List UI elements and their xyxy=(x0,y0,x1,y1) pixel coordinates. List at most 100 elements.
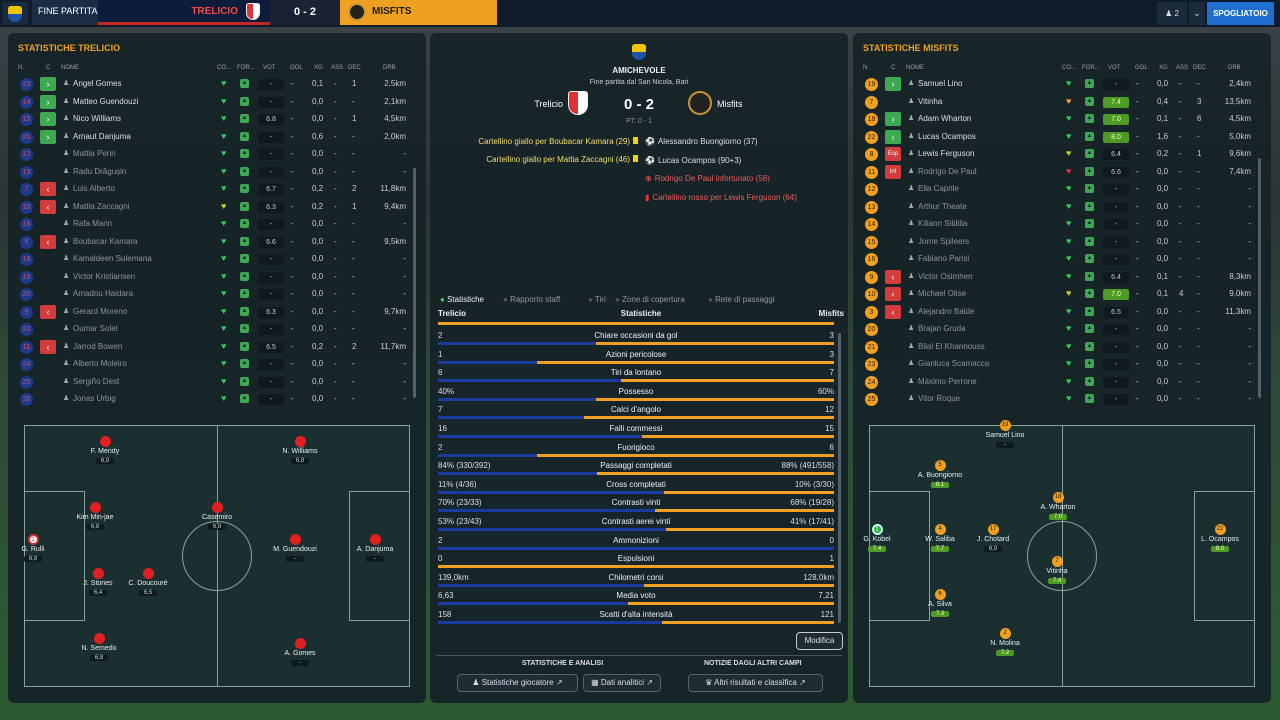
scrollbar[interactable] xyxy=(1258,158,1261,398)
formation-player[interactable]: C. Doucouré 6,5 xyxy=(118,568,178,596)
formation-player[interactable]: N. Semedo 6,8 xyxy=(69,633,129,661)
formation-player[interactable]: F. Mendy 6,9 xyxy=(75,436,135,464)
player-name[interactable]: Alberto Moleiro xyxy=(73,359,127,368)
formation-player[interactable]: N. Williams 6,8 xyxy=(270,436,330,464)
player-name[interactable]: Kamaldeen Sulemana xyxy=(73,254,152,263)
match-event[interactable]: ⚽ Lucas Ocampos (90+3) xyxy=(645,156,741,165)
formation-player[interactable]: 7 Vitinha 7.4 xyxy=(1027,556,1087,584)
player-name[interactable]: Michael Olise xyxy=(918,289,967,298)
player-name[interactable]: Mattia Zaccagni xyxy=(73,201,130,211)
player-row[interactable]: 22 ♟ Oumar Solet ♥ ▲ - -0,0- - - xyxy=(8,321,426,338)
player-row[interactable]: 16 ♟ Rafa Marin ♥ ▲ - -0,0- - - xyxy=(8,216,426,233)
formation-player[interactable]: 18 A. Wharton 7.0 xyxy=(1028,492,1088,520)
player-name[interactable]: Samuel Lino xyxy=(918,79,963,88)
player-name[interactable]: Rafa Marin xyxy=(73,219,113,228)
formation-player[interactable]: Casemiro 6,8 xyxy=(187,502,247,530)
sub-in-icon[interactable]: › xyxy=(40,77,56,91)
sub-in-icon[interactable]: › xyxy=(885,77,901,91)
player-row[interactable]: 15 ♟ Jorne Spileers ♥ ▲ - -0,0- - - xyxy=(853,234,1271,251)
player-name[interactable]: Nico Williams xyxy=(73,114,121,123)
player-row[interactable]: 21 ♟ Bilal El Khannouss ♥ ▲ - -0,0- - - xyxy=(853,339,1271,356)
player-row[interactable]: 11 Inf ♟ Rodrigo De Paul ♥ ▲ 6.6-0,0- -7,4km xyxy=(853,164,1271,181)
player-name[interactable]: Mattia Perin xyxy=(73,149,116,158)
formation-player[interactable]: 2 N. Molina 7.2 xyxy=(975,628,1035,656)
match-event[interactable]: ⚽ Alessandro Buongiorno (37) xyxy=(645,137,758,146)
player-row[interactable]: 22 › ♟ Lucas Ocampos ♥ ▲ 8.0-1,6- -5,0km xyxy=(853,129,1271,146)
match-event[interactable]: ⊕ Rodrigo De Paul infortunato (58) xyxy=(645,174,770,183)
player-row[interactable]: 11 ‹ ♟ Jarrod Bowen ♥ ▲ 6.5-0,2-2 11,7km xyxy=(8,339,426,356)
player-name[interactable]: Lewis Ferguson xyxy=(918,149,975,158)
player-row[interactable]: 13 ♟ Arthur Theate ♥ ▲ - -0,0- - - xyxy=(853,199,1271,216)
player-row[interactable]: 24 ♟ Alberto Moleiro ♥ ▲ - -0,0- - - xyxy=(8,356,426,373)
player-name[interactable]: Arthur Theate xyxy=(918,201,967,211)
player-name[interactable]: Victor Kristiansen xyxy=(73,271,136,281)
player-row[interactable]: 25 ♟ Sergiño Dest ♥ ▲ - -0,0- - - xyxy=(8,374,426,391)
sub-out-icon[interactable]: ‹ xyxy=(885,287,901,301)
player-name[interactable]: Boubacar Kamara xyxy=(73,236,138,246)
player-row[interactable]: 10 ‹ ♟ Michael Olise ♥ ▲ 7.0-0,1 4-9,0km xyxy=(853,286,1271,303)
player-row[interactable]: 20 ♟ Brajan Gruda ♥ ▲ - -0,0- - - xyxy=(853,321,1271,338)
sub-out-icon[interactable]: ‹ xyxy=(40,304,56,319)
player-row[interactable]: 21 › ♟ Arnaut Danjuma ♥ ▲ - -0,6- -2,0km xyxy=(8,129,426,146)
formation-player[interactable]: Kim Min-jae 6,8 xyxy=(65,502,125,530)
users-count[interactable]: ♟ 2 xyxy=(1157,2,1187,25)
player-row[interactable]: 6 ‹ ♟ Boubacar Kamara ♥ ▲ 6.6-0,0- -9,5km xyxy=(8,234,426,251)
player-row[interactable]: 23 ♟ Gianluca Scamacca ♥ ▲ - -0,0- - - xyxy=(853,356,1271,373)
formation-player[interactable]: 17 J. Chotard 6,9 xyxy=(963,524,1023,552)
scrollbar[interactable] xyxy=(838,333,841,623)
match-event[interactable]: ▮ Cartellino rosso per Lewis Ferguson (64… xyxy=(645,193,797,202)
player-stats-button[interactable]: ♟ Statistiche giocatore ↗ xyxy=(457,674,578,692)
tab[interactable]: ● Rete di passaggi xyxy=(708,295,775,304)
formation-player[interactable]: 6 A. Silva 7.3 xyxy=(910,589,970,617)
sub-out-icon[interactable]: ‹ xyxy=(40,199,56,214)
sub-out-icon[interactable]: ‹ xyxy=(40,234,56,249)
sub-in-icon[interactable]: › xyxy=(40,129,56,144)
formation-player[interactable]: 19 Samuel Lino - xyxy=(975,420,1035,448)
home-button[interactable] xyxy=(2,2,28,25)
player-name[interactable]: Kiliann Sildilia xyxy=(918,219,968,228)
player-row[interactable]: 19 › ♟ Samuel Lino ♥ ▲ - -0,0- -2,4km xyxy=(853,76,1271,93)
player-row[interactable]: 16 ♟ Fabiano Parisi ♥ ▲ - -0,0- - - xyxy=(853,251,1271,268)
player-row[interactable]: 24 ♟ Máximo Perrone ♥ ▲ - -0,0- - - xyxy=(853,374,1271,391)
other-results-button[interactable]: ♛ Altri risultati e classifica ↗ xyxy=(688,674,823,692)
player-row[interactable]: 19 ♟ Victor Kristiansen ♥ ▲ - -0,0- - - xyxy=(8,269,426,286)
player-row[interactable]: 23 › ♟ Angel Gomes ♥ ▲ - -0,1-1 2,5km xyxy=(8,76,426,93)
player-name[interactable]: Arnaut Danjuma xyxy=(73,131,131,141)
player-name[interactable]: Fabiano Parisi xyxy=(918,254,970,263)
sub-out-icon[interactable]: ‹ xyxy=(40,182,56,196)
player-name[interactable]: Gianluca Scamacca xyxy=(918,359,990,368)
sub-in-icon[interactable]: › xyxy=(885,129,901,144)
sub-in-icon[interactable]: › xyxy=(40,94,56,109)
player-name[interactable]: Máximo Perrone xyxy=(918,376,977,386)
formation-player[interactable]: 4 W. Saliba 7.7 xyxy=(910,524,970,552)
player-name[interactable]: Vitinha xyxy=(918,96,943,106)
player-row[interactable]: 9 ‹ ♟ Gerard Moreno ♥ ▲ 6.3-0,0- -9,7km xyxy=(8,304,426,321)
tab[interactable]: ● Zone di copertura xyxy=(615,295,685,304)
tab[interactable]: ● Tiri xyxy=(588,295,606,304)
player-row[interactable]: 13 ♟ Radu Drăgușin ♥ ▲ - -0,0- - - xyxy=(8,164,426,181)
formation-player[interactable]: 5 A. Buongiorno 6.1 xyxy=(910,460,970,488)
player-name[interactable]: Luis Alberto xyxy=(73,184,115,193)
player-name[interactable]: Radu Drăgușin xyxy=(73,166,127,176)
player-name[interactable]: Lucas Ocampos xyxy=(918,131,976,141)
formation-player[interactable]: A. Danjuma - xyxy=(345,534,405,562)
player-row[interactable]: 15 › ♟ Nico Williams ♥ ▲ 6.8-0,0-1 4,5km xyxy=(8,111,426,128)
player-name[interactable]: Bilal El Khannouss xyxy=(918,341,985,351)
away-team-header[interactable]: MISFITS xyxy=(340,0,497,25)
player-name[interactable]: Jonas Urbig xyxy=(73,394,116,403)
scrollbar[interactable] xyxy=(413,168,416,398)
sub-out-icon[interactable]: ‹ xyxy=(885,269,901,284)
player-name[interactable]: Rodrigo De Paul xyxy=(918,166,977,176)
player-name[interactable]: Jarrod Bowen xyxy=(73,341,123,351)
player-row[interactable]: 12 ♟ Ella Caprile ♥ ▲ - -0,0- - - xyxy=(853,181,1271,198)
player-name[interactable]: Matteo Guendouzi xyxy=(73,96,139,106)
player-name[interactable]: Amadou Haidara xyxy=(73,289,134,298)
analytics-button[interactable]: ▦ Dati analitici ↗ xyxy=(583,674,661,692)
player-row[interactable]: 20 ♟ Amadou Haidara ♥ ▲ - -0,0- - - xyxy=(8,286,426,303)
match-event[interactable]: Cartellino giallo per Boubacar Kamara (2… xyxy=(478,137,638,146)
player-row[interactable]: 14 › ♟ Matteo Guendouzi ♥ ▲ - -0,0- -2,1km xyxy=(8,94,426,111)
formation-player[interactable]: 1 G. Kobel 7.4 xyxy=(847,524,907,552)
dressing-room-button[interactable]: SPOGLIATOIO xyxy=(1207,2,1274,25)
formation-player[interactable]: 22 L. Ocampos 8.0 xyxy=(1190,524,1250,552)
player-row[interactable]: 7 ♟ Vitinha ♥ ▲ 7.4-0,4-3 13,5km xyxy=(853,94,1271,111)
